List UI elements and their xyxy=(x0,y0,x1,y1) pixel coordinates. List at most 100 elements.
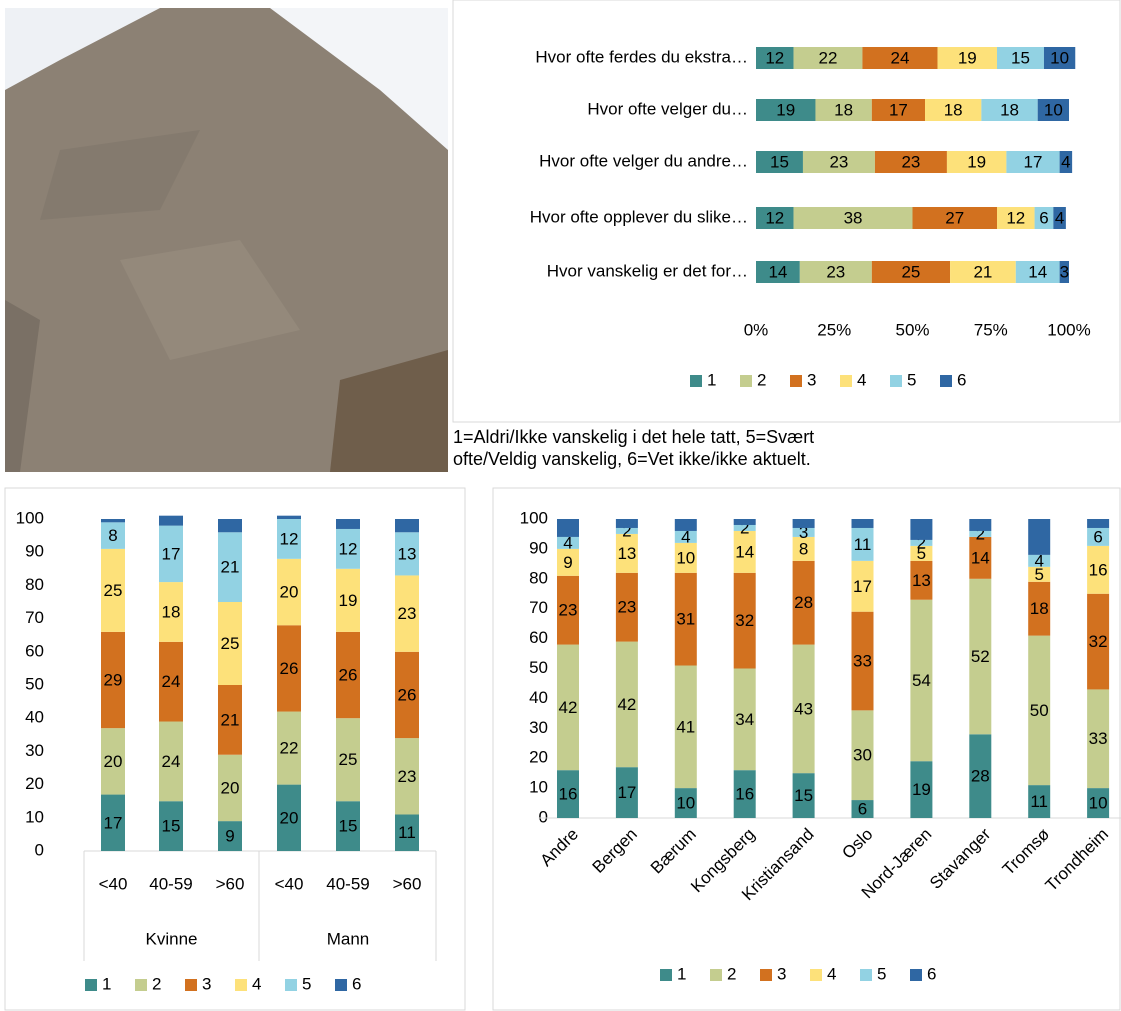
bar-segment xyxy=(792,560,815,645)
y-tick-label: 70 xyxy=(529,598,548,617)
bar-segment xyxy=(557,770,579,818)
bar-segment xyxy=(871,261,951,283)
data-label: 23 xyxy=(901,152,920,171)
bar-segment xyxy=(674,788,697,818)
data-label: 23 xyxy=(617,598,636,617)
data-label: 15 xyxy=(1011,48,1030,67)
legend-swatch xyxy=(790,375,802,387)
bar-segment xyxy=(218,532,242,602)
bar-segment xyxy=(1028,635,1051,786)
legend-label: 2 xyxy=(757,370,766,389)
y-tick-label: 0 xyxy=(35,840,44,859)
x-tick-label: 75% xyxy=(974,320,1008,339)
data-label: 5 xyxy=(917,544,926,563)
legend-swatch xyxy=(810,969,822,981)
data-label: 31 xyxy=(676,610,695,629)
y-tick-label: 10 xyxy=(529,778,548,797)
data-label: 4 xyxy=(1034,551,1043,570)
x-tick-label: Bergen xyxy=(589,825,641,877)
x-tick-label: Stavanger xyxy=(926,824,994,892)
bar-segment xyxy=(733,530,756,573)
data-label: 23 xyxy=(398,604,417,623)
data-label: 17 xyxy=(617,783,636,802)
y-tick-label: 0 xyxy=(539,807,548,826)
data-label: 26 xyxy=(280,659,299,678)
bar-segment xyxy=(218,519,242,533)
bar-segment xyxy=(395,814,419,851)
data-label: 12 xyxy=(765,208,784,227)
bar-segment xyxy=(1034,207,1054,229)
legend-swatch xyxy=(710,969,722,981)
bar-segment xyxy=(615,767,638,818)
legend-label: 5 xyxy=(877,964,886,983)
y-tick-label: 100 xyxy=(520,508,548,527)
data-label: 22 xyxy=(280,739,299,758)
x-tick-label: >60 xyxy=(393,874,422,893)
data-label: 24 xyxy=(891,48,910,67)
data-label: 16 xyxy=(1089,560,1108,579)
bar-segment xyxy=(336,528,360,569)
data-label: 9 xyxy=(225,827,234,846)
bar-segment xyxy=(733,770,756,818)
category-label: Hvor ofte opplever du slike… xyxy=(530,207,748,226)
x-tick-label: 40-59 xyxy=(326,874,369,893)
y-tick-label: 20 xyxy=(25,774,44,793)
bar-segment xyxy=(733,519,756,525)
data-label: 2 xyxy=(622,521,631,540)
data-label: 4 xyxy=(563,533,572,552)
legend-label: 4 xyxy=(827,964,836,983)
bar-segment xyxy=(1087,593,1110,690)
bar-segment xyxy=(802,151,875,173)
bar-segment xyxy=(792,773,815,818)
data-label: 21 xyxy=(221,558,240,577)
data-label: 12 xyxy=(1006,208,1025,227)
data-label: 11 xyxy=(398,823,416,842)
y-tick-label: 10 xyxy=(25,807,44,826)
x-tick-label: Tromsø xyxy=(999,825,1053,879)
data-label: 26 xyxy=(339,666,358,685)
data-label: 17 xyxy=(853,577,872,596)
bar-segment xyxy=(674,519,697,531)
bar-segment xyxy=(937,47,998,69)
bar-segment xyxy=(557,548,579,576)
bar-segment xyxy=(1028,519,1051,555)
bar-segment xyxy=(615,641,638,768)
bar-segment xyxy=(159,721,183,802)
data-label: 10 xyxy=(1050,48,1069,67)
bar-segment xyxy=(277,519,301,559)
legend-swatch xyxy=(840,375,852,387)
data-label: 20 xyxy=(221,778,240,797)
bar-segment xyxy=(395,519,419,533)
data-label: 12 xyxy=(339,539,358,558)
bar-segment xyxy=(851,710,874,801)
group-label: Kvinne xyxy=(146,929,198,948)
data-label: 50 xyxy=(1030,701,1049,720)
bar-segment xyxy=(395,532,419,576)
data-label: 15 xyxy=(162,817,181,836)
data-label: 12 xyxy=(280,529,299,548)
bar-segment xyxy=(792,644,815,774)
bar-segment xyxy=(815,99,872,121)
data-label: 30 xyxy=(853,746,872,765)
bar-segment xyxy=(969,578,992,735)
x-tick-label: 50% xyxy=(895,320,929,339)
data-label: 23 xyxy=(829,152,848,171)
data-label: 20 xyxy=(280,583,299,602)
data-label: 9 xyxy=(563,553,572,572)
legend-swatch xyxy=(890,375,902,387)
x-tick-label: 40-59 xyxy=(149,874,192,893)
bar-segment xyxy=(159,515,183,526)
data-label: 6 xyxy=(1093,527,1102,546)
bar-segment xyxy=(969,519,992,531)
bar-segment xyxy=(615,519,638,528)
bar-segment xyxy=(674,530,697,543)
data-label: 24 xyxy=(162,752,181,771)
bar-segment xyxy=(851,800,874,818)
data-label: 18 xyxy=(1000,100,1019,119)
legend-label: 1 xyxy=(677,964,686,983)
data-label: 17 xyxy=(162,544,181,563)
bar-segment xyxy=(218,685,242,755)
data-label: 10 xyxy=(676,794,695,813)
data-label: 2 xyxy=(917,533,926,552)
bar-segment xyxy=(910,545,933,561)
